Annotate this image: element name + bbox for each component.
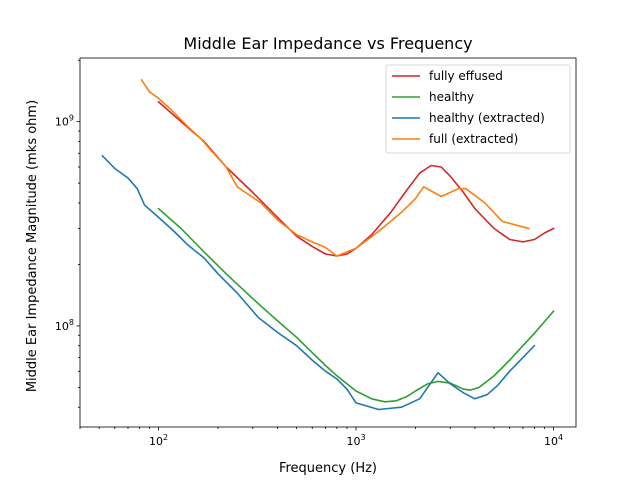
legend-label: fully effused: [429, 69, 503, 83]
series-line-1: [157, 207, 555, 403]
series-line-3: [140, 78, 530, 257]
y-tick-label: 109: [55, 114, 74, 129]
chart-title: Middle Ear Impedance vs Frequency: [183, 34, 472, 53]
x-axis-label: Frequency (Hz): [279, 461, 377, 476]
legend-label: healthy (extracted): [429, 111, 545, 125]
series-layer: [101, 78, 555, 411]
legend-label: healthy: [429, 90, 474, 104]
x-tick-label: 104: [544, 433, 563, 448]
legend-box: [385, 64, 571, 154]
y-tick-label: 108: [55, 318, 74, 333]
series-line-0: [157, 100, 555, 257]
axis-ticks: 102 103 104 108 109: [55, 59, 563, 448]
y-axis-label: Middle Ear Impedance Magnitude (mks ohm): [25, 100, 40, 392]
legend: fully effused healthy healthy (extracted) f…: [385, 64, 571, 154]
x-tick-label: 103: [346, 433, 365, 448]
x-tick-label: 102: [149, 433, 168, 448]
series-line-2: [101, 154, 536, 411]
legend-label: full (extracted): [429, 132, 518, 146]
